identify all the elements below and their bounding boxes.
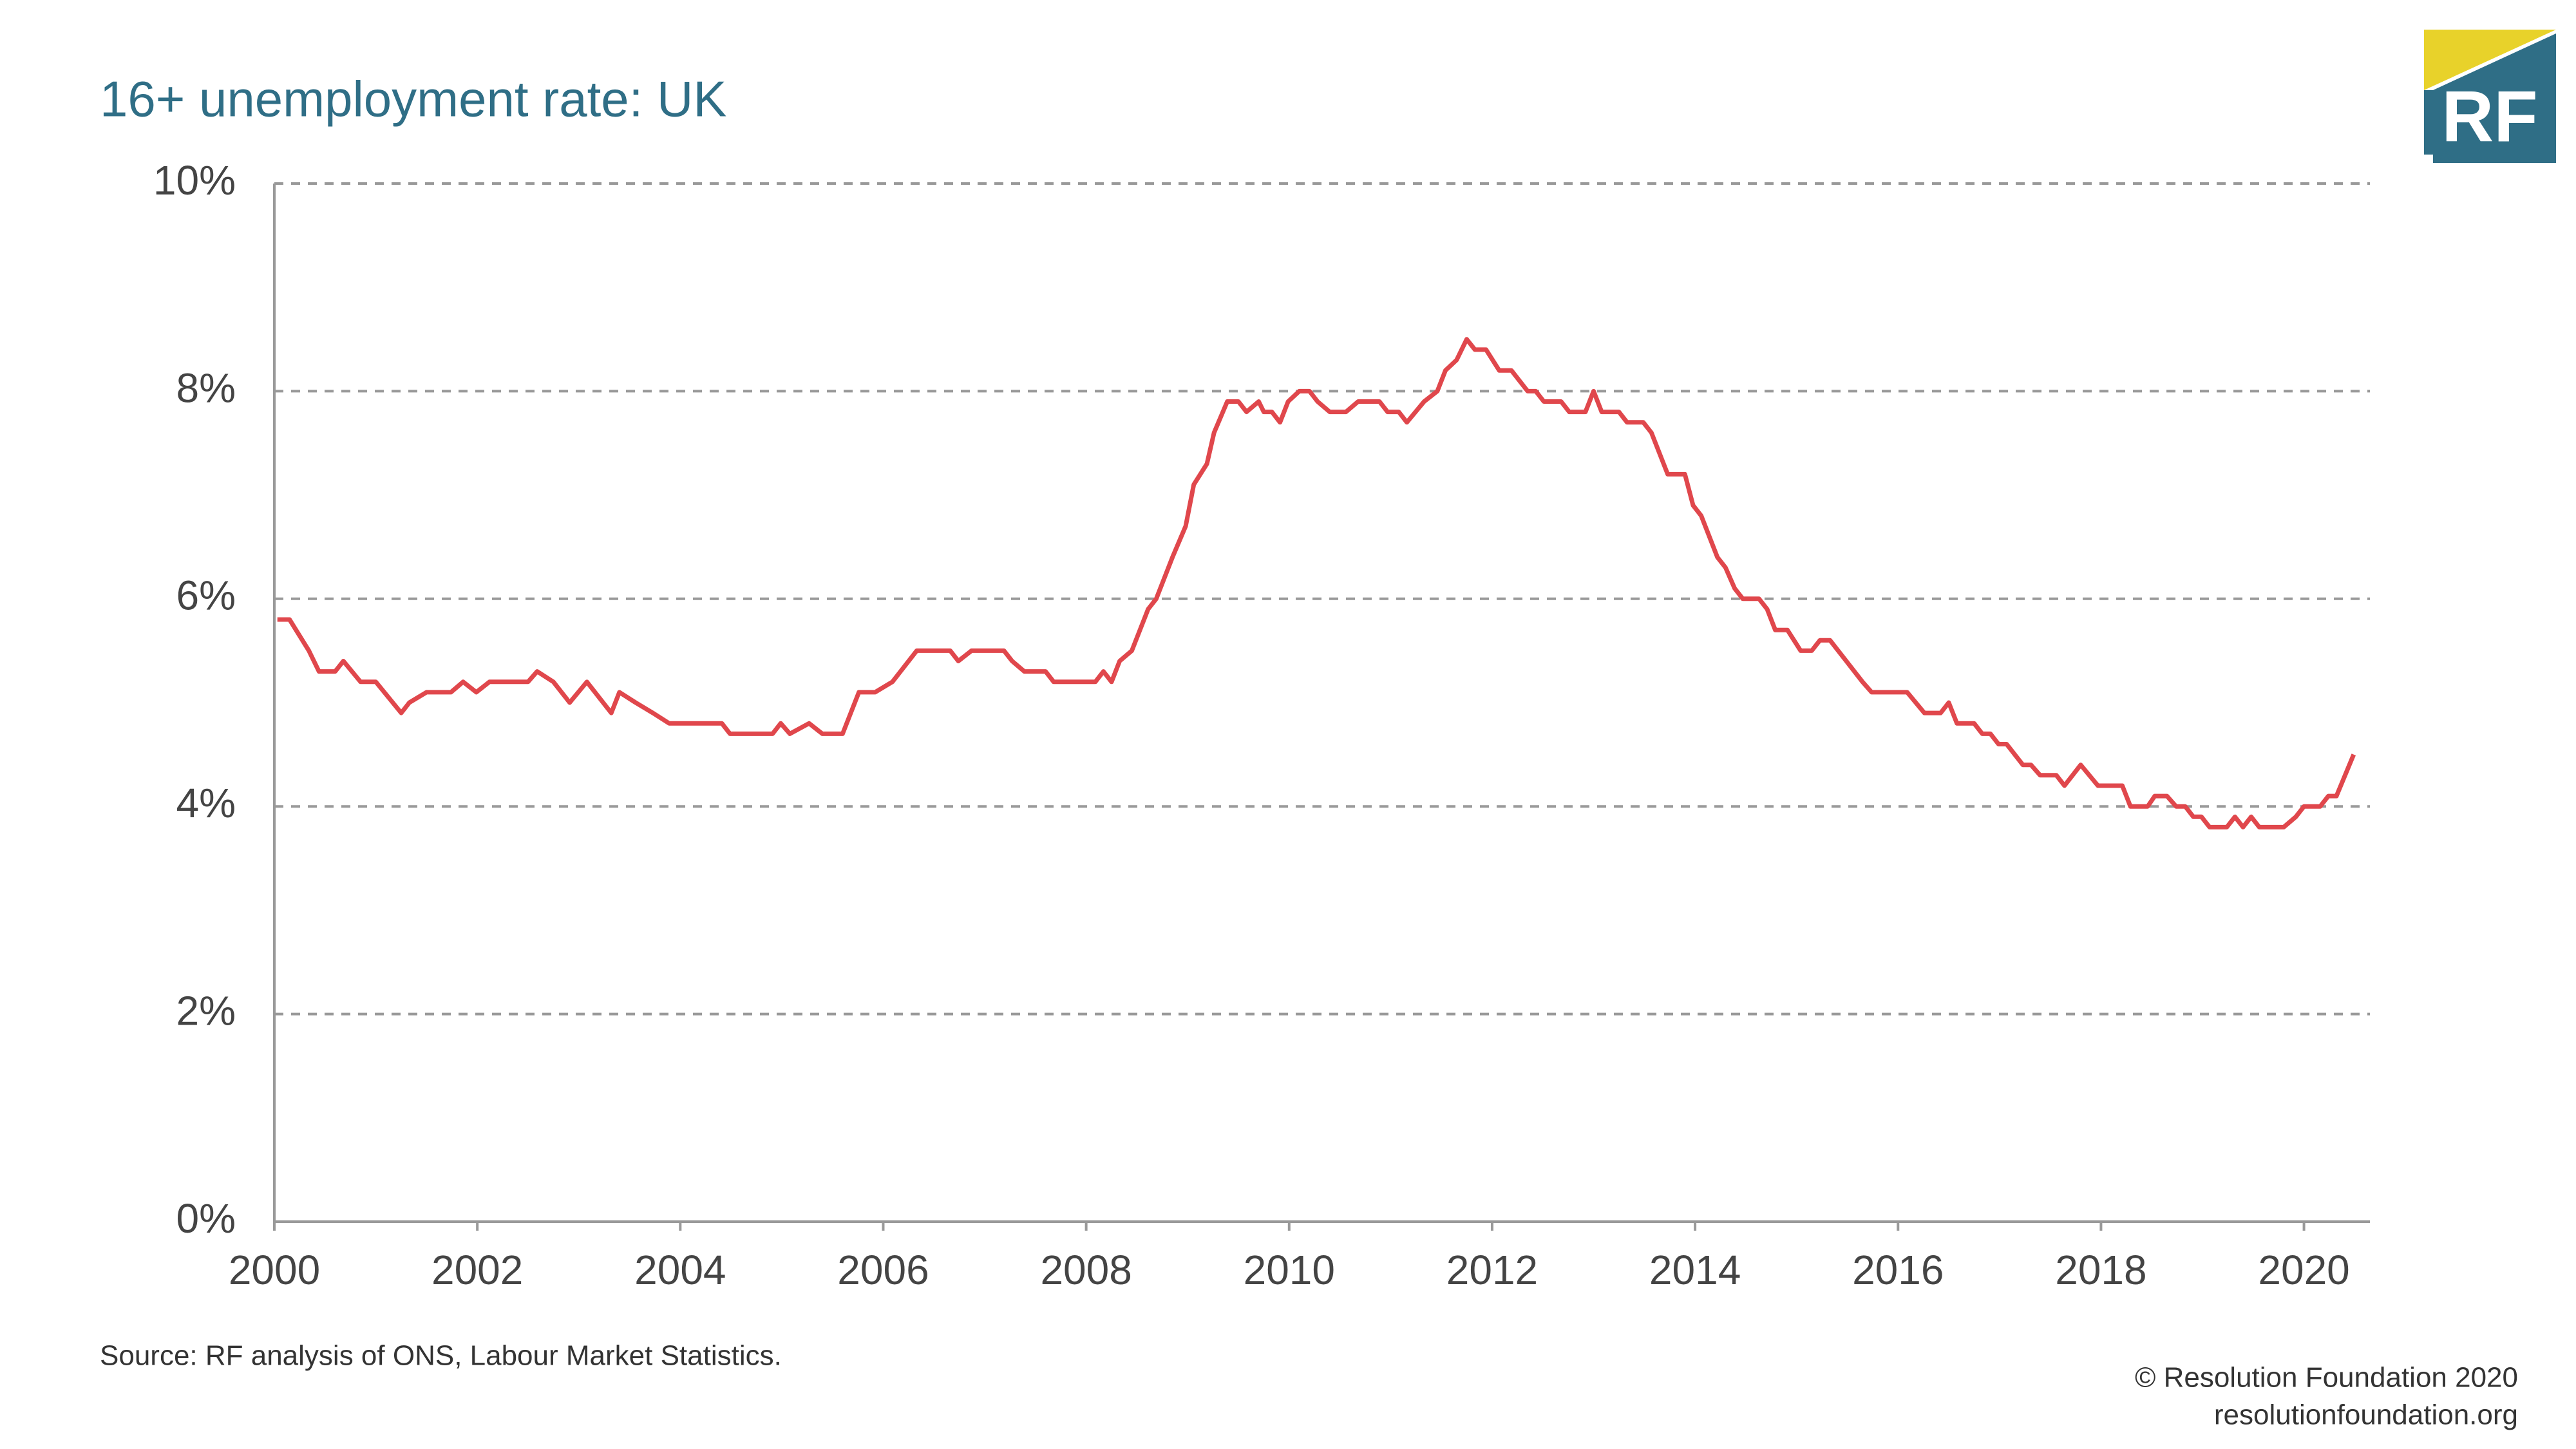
chart-title: 16+ unemployment rate: UK xyxy=(100,71,726,128)
y-tick-label: 6% xyxy=(176,573,236,619)
y-tick-label: 0% xyxy=(176,1195,236,1242)
x-tick-label: 2004 xyxy=(634,1247,726,1293)
x-tick-label: 2018 xyxy=(2055,1247,2146,1293)
y-tick-label: 10% xyxy=(153,157,236,204)
x-tick-label: 2012 xyxy=(1446,1247,1538,1293)
copyright: © Resolution Foundation 2020 xyxy=(2135,1362,2518,1394)
x-tick-label: 2014 xyxy=(1649,1247,1741,1293)
logo-triangle xyxy=(2424,30,2556,90)
x-tick-label: 2008 xyxy=(1040,1247,1132,1293)
website: resolutionfoundation.org xyxy=(2214,1399,2518,1431)
data-line xyxy=(277,337,2356,829)
x-tick-label: 2020 xyxy=(2258,1247,2349,1293)
y-tick-label: 8% xyxy=(176,365,236,411)
x-tick-label: 2002 xyxy=(431,1247,523,1293)
x-tick-label: 2016 xyxy=(1852,1247,1944,1293)
logo-base xyxy=(2424,90,2556,155)
y-tick-label: 4% xyxy=(176,780,236,826)
logo: RF xyxy=(2424,30,2556,163)
y-tick-label: 2% xyxy=(176,988,236,1034)
source-note: Source: RF analysis of ONS, Labour Marke… xyxy=(100,1340,782,1372)
logo-text: RF xyxy=(2441,77,2537,157)
x-tick-label: 2006 xyxy=(837,1247,929,1293)
x-tick-label: 2000 xyxy=(229,1247,320,1293)
x-tick-label: 2010 xyxy=(1244,1247,1335,1293)
